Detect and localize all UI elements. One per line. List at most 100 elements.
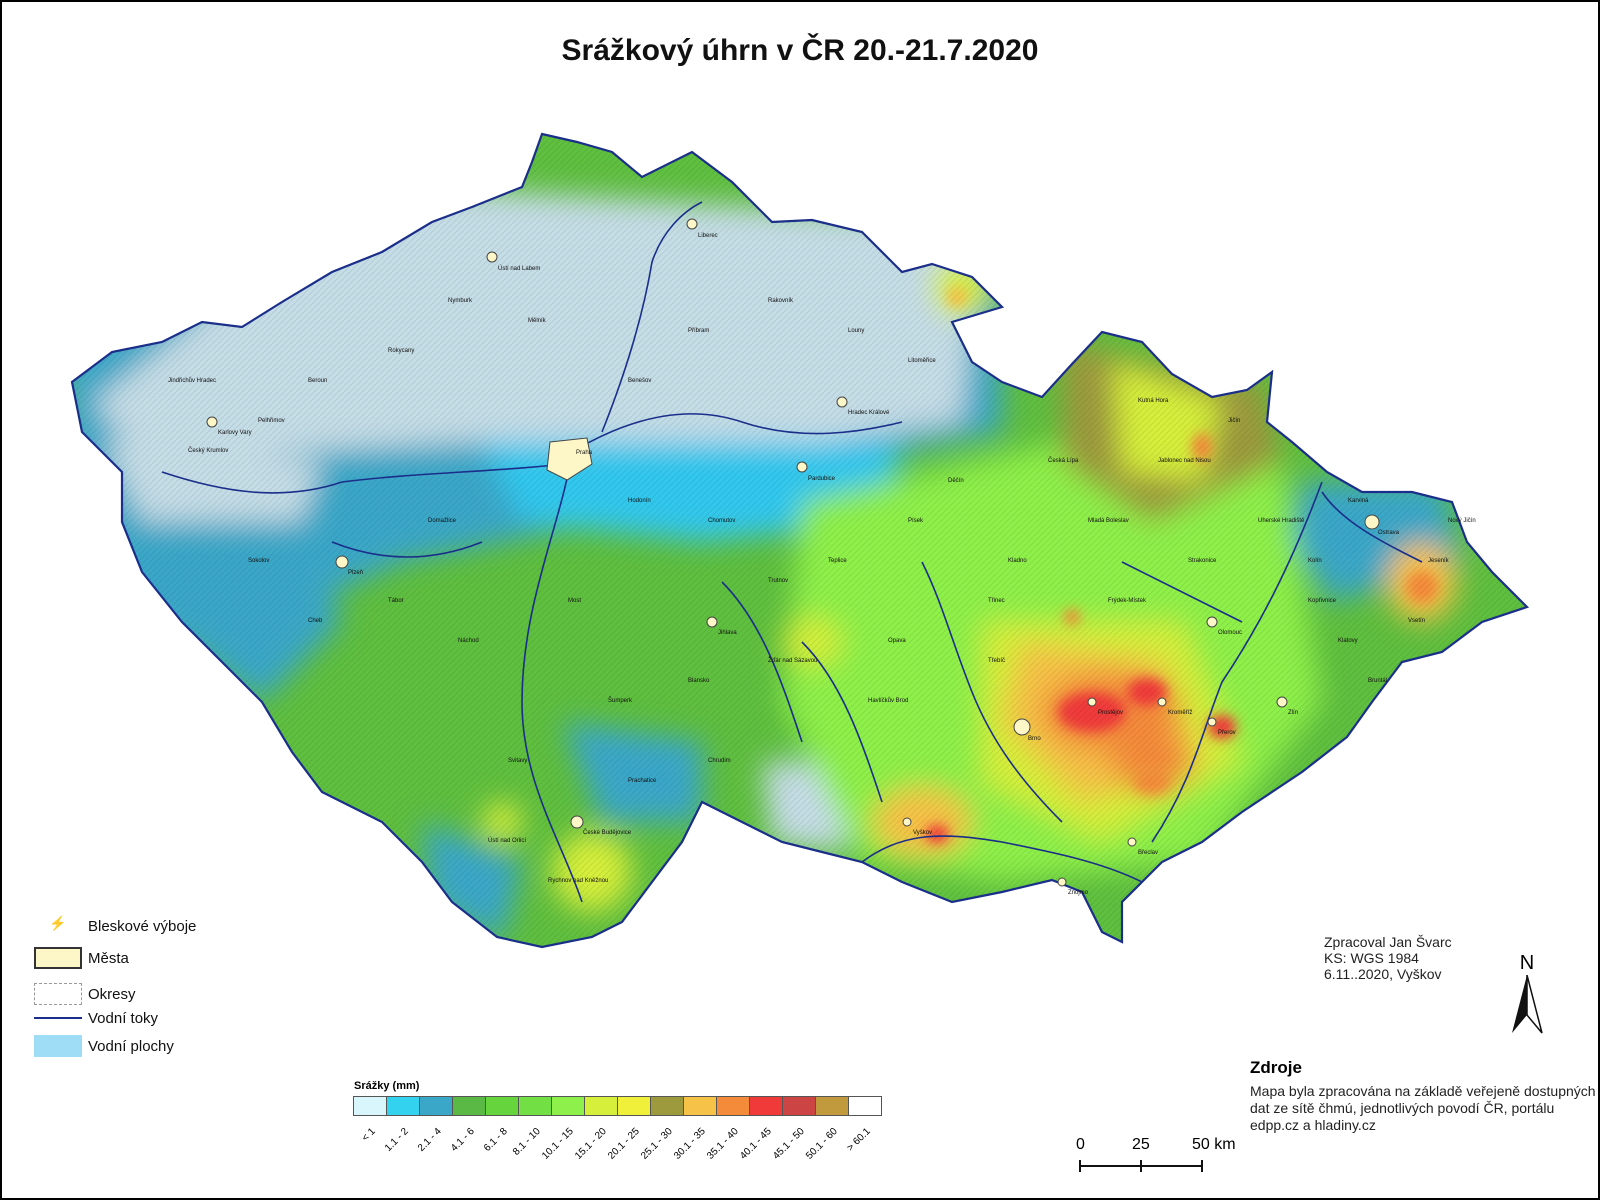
- precip-class-swatch: [848, 1096, 882, 1116]
- town-label: Nový Jičín: [1448, 518, 1476, 524]
- north-arrow: N: [1510, 952, 1544, 1041]
- precip-class-swatch: [452, 1096, 486, 1116]
- precip-class-swatch: [584, 1096, 618, 1116]
- town-label: Sokolov: [248, 558, 269, 564]
- town-label: Prostějov: [1098, 710, 1123, 716]
- town-label: Ústí nad Orlicí: [488, 837, 526, 844]
- precip-class-swatch: [749, 1096, 783, 1116]
- legend-lightning-label: Bleskové výboje: [88, 917, 197, 935]
- precip-class-swatch: [353, 1096, 387, 1116]
- scale-bar-label-25: 25: [1132, 1136, 1150, 1153]
- town-label: Prachatice: [628, 778, 657, 784]
- legend-water-bodies: Vodní plochy: [34, 1034, 174, 1058]
- credits: Zpracoval Jan Švarc KS: WGS 1984 6.11..2…: [1324, 934, 1452, 982]
- town-label: Blansko: [688, 678, 710, 684]
- town-label: Mělník: [528, 318, 547, 324]
- legend-districts: Okresy: [34, 982, 136, 1006]
- town-label: Příbram: [688, 328, 709, 334]
- town-label: Trutnov: [768, 578, 788, 584]
- credits-date: 6.11..2020, Vyškov: [1324, 966, 1442, 982]
- town-label: Karviná: [1348, 498, 1369, 504]
- town-label: Bruntál: [1368, 678, 1387, 684]
- precip-class-swatch: [815, 1096, 849, 1116]
- legend-water-bodies-label: Vodní plochy: [88, 1037, 174, 1055]
- water-body-icon: [34, 1035, 82, 1057]
- town-label: Ústí nad Labem: [498, 265, 540, 272]
- town-label: Karlovy Vary: [218, 430, 252, 436]
- town-label: Teplice: [828, 558, 847, 564]
- town-label: Kolín: [1308, 558, 1322, 564]
- town-label: Vsetín: [1408, 618, 1425, 624]
- precip-class-swatch: [650, 1096, 684, 1116]
- town-label: Rokycany: [388, 348, 414, 354]
- town-label: Olomouc: [1218, 630, 1242, 636]
- town-label: Jičín: [1228, 418, 1240, 424]
- town-label: Šumperk: [608, 697, 633, 704]
- credits-author: Zpracoval Jan Švarc: [1324, 934, 1452, 950]
- sources-text: Mapa byla zpracována na základě veřejeně…: [1250, 1083, 1596, 1133]
- lightning-icon: ⚡: [49, 915, 67, 931]
- town-label: Havlíčkův Brod: [868, 697, 908, 704]
- town-label: Frýdek-Místek: [1108, 598, 1147, 604]
- town-label: Hradec Králové: [848, 410, 890, 416]
- town-label: Pelhřimov: [258, 418, 285, 424]
- town-label: Chomutov: [708, 518, 735, 524]
- town-label: Písek: [908, 518, 924, 524]
- city-symbol-icon: [34, 947, 82, 969]
- town-label: Jihlava: [718, 630, 737, 636]
- town-label: Tábor: [388, 598, 404, 604]
- town-label: Jeseník: [1428, 558, 1450, 564]
- town-label: Třebíč: [988, 658, 1005, 664]
- town-label: Ostrava: [1378, 530, 1400, 536]
- scale-bar-label-50: 50 km: [1192, 1136, 1236, 1153]
- town-label: Svitavy: [508, 758, 527, 764]
- town-label: České Budějovice: [583, 829, 632, 836]
- town-label: Most: [568, 598, 581, 604]
- town-label: Brno: [1028, 736, 1041, 742]
- town-label: Praha: [576, 450, 593, 456]
- town-label: Litoměřice: [908, 358, 936, 364]
- town-label: Uherské Hradiště: [1258, 518, 1305, 524]
- map-title: Srážkový úhrn v ČR 20.-21.7.2020: [561, 34, 1039, 67]
- north-label: N: [1519, 952, 1535, 974]
- precip-scale-title: Srážky (mm): [354, 1080, 420, 1092]
- town-label: Kutná Hora: [1138, 398, 1169, 404]
- town-label: Česká Lípa: [1048, 457, 1079, 464]
- town-label: Děčín: [948, 478, 964, 484]
- town-label: Jablonec nad Nisou: [1158, 458, 1211, 464]
- town-label: Třinec: [988, 598, 1005, 604]
- precip-class-swatch: [683, 1096, 717, 1116]
- town-label: Cheb: [308, 618, 323, 624]
- legend-rivers: Vodní toky: [34, 1006, 158, 1030]
- town-label: Beroun: [308, 378, 327, 384]
- town-label: Zlín: [1288, 710, 1298, 716]
- town-label: Opava: [888, 638, 906, 644]
- scale-bar-label-0: 0: [1076, 1136, 1085, 1153]
- town-label: Znojmo: [1068, 890, 1089, 896]
- town-label: Břeclav: [1138, 850, 1158, 856]
- town-label: Pardubice: [808, 476, 836, 482]
- town-label: Liberec: [698, 233, 718, 239]
- north-arrow-icon: [1512, 974, 1543, 1034]
- town-label: Strakonice: [1188, 558, 1217, 564]
- precip-class-swatch: [518, 1096, 552, 1116]
- precip-class-swatch: [485, 1096, 519, 1116]
- town-label: Kopřivnice: [1308, 598, 1337, 604]
- river-line-icon: [34, 1007, 82, 1029]
- town-labels: Praha Brno Ostrava Plzeň Liberec Olomouc Ústí …: [168, 233, 1476, 896]
- town-label: Kroměříž: [1168, 710, 1192, 716]
- town-label: Žďár nad Sázavou: [768, 656, 817, 664]
- town-label: Louny: [848, 328, 864, 334]
- scale-bar: [1079, 1160, 1203, 1172]
- cities: [206, 218, 1380, 887]
- credits-crs: KS: WGS 1984: [1324, 950, 1419, 966]
- town-label: Přerov: [1218, 730, 1236, 736]
- precip-class-swatch: [617, 1096, 651, 1116]
- legend-cities-label: Města: [88, 949, 129, 967]
- town-label: Hodonín: [628, 498, 651, 504]
- town-label: Nymburk: [448, 298, 473, 304]
- legend-cities: Města: [34, 946, 129, 970]
- town-label: Rychnov nad Kněžnou: [548, 878, 608, 884]
